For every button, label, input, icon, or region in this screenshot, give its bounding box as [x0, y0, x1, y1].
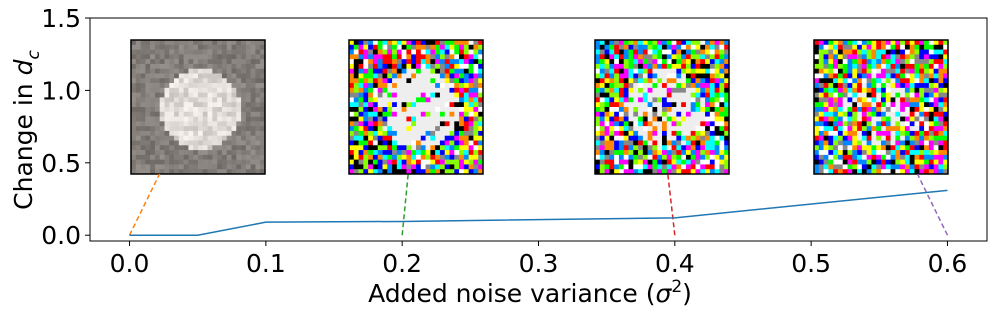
y-tick-label: 1.5	[41, 4, 81, 33]
inset-connector	[917, 174, 947, 235]
y-tick-label: 1.0	[41, 76, 81, 105]
line-series	[130, 190, 948, 235]
inset-connector	[668, 174, 675, 235]
x-tick-label: 0.1	[246, 249, 286, 278]
x-tick-label: 0.6	[928, 249, 968, 278]
inset-image	[131, 40, 265, 174]
x-tick-label: 0.5	[791, 249, 831, 278]
inset-image	[814, 40, 948, 174]
y-axis-label: Change in dc	[9, 50, 44, 210]
inset-connector	[402, 174, 408, 235]
inset-connector	[130, 174, 160, 235]
x-axis-label: Added noise variance (σ2)	[368, 277, 692, 308]
x-tick-label: 0.2	[382, 249, 422, 278]
x-tick-label: 0.0	[110, 249, 150, 278]
x-tick-label: 0.3	[519, 249, 559, 278]
y-tick-label: 0.5	[41, 149, 81, 178]
x-tick-label: 0.4	[655, 249, 695, 278]
inset-image	[349, 40, 483, 174]
y-tick-label: 0.0	[41, 221, 81, 250]
inset-image	[595, 40, 729, 174]
